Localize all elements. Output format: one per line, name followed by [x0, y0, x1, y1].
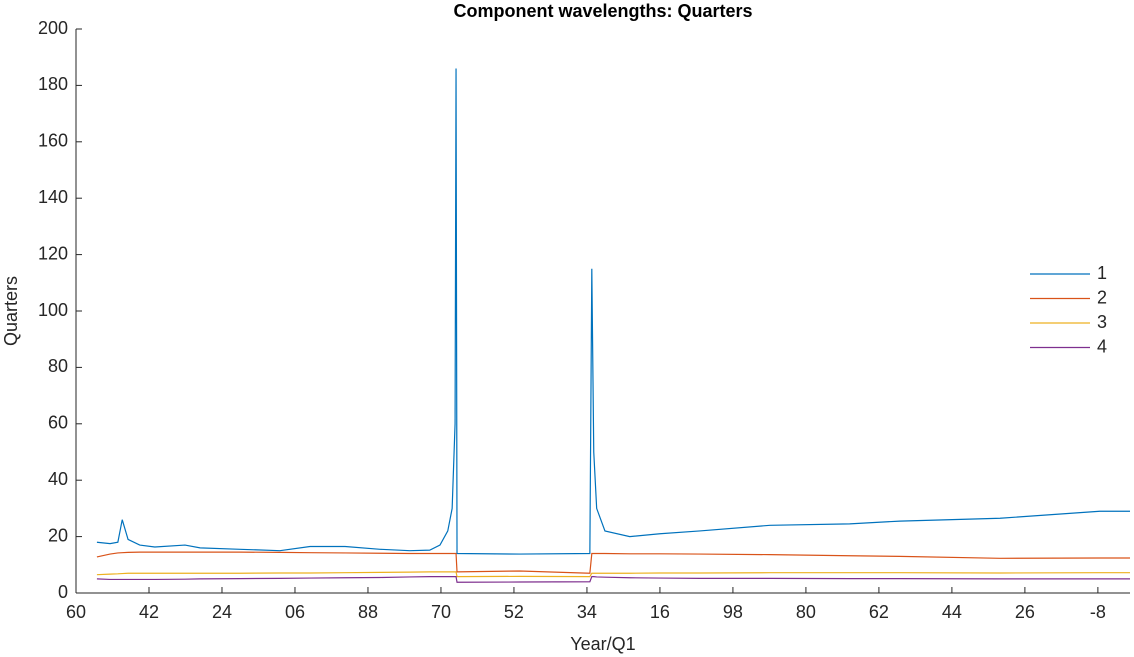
legend-label: 2	[1097, 287, 1107, 307]
x-tick-label: 52	[504, 602, 524, 622]
x-tick-label: 44	[942, 602, 962, 622]
x-tick-label: 24	[212, 602, 232, 622]
x-tick-label: 42	[139, 602, 159, 622]
legend-label: 1	[1097, 263, 1107, 283]
y-tick-label: 120	[38, 243, 68, 263]
y-tick-label: 200	[38, 18, 68, 38]
legend-label: 4	[1097, 336, 1107, 356]
y-tick-label: 140	[38, 187, 68, 207]
y-tick-label: 0	[58, 582, 68, 602]
x-tick-label: 98	[723, 602, 743, 622]
x-tick-label: 62	[869, 602, 889, 622]
legend-label: 3	[1097, 312, 1107, 332]
y-tick-label: 40	[48, 469, 68, 489]
x-tick-label: 34	[577, 602, 597, 622]
y-tick-label: 20	[48, 525, 68, 545]
y-tick-label: 180	[38, 74, 68, 94]
series-line	[96, 68, 1130, 555]
y-tick-label: 100	[38, 300, 68, 320]
x-tick-label: 26	[1015, 602, 1035, 622]
x-tick-label: -8	[1090, 602, 1106, 622]
x-axis-label: Year/Q1	[570, 634, 635, 654]
y-tick-label: 60	[48, 413, 68, 433]
y-tick-label: 160	[38, 131, 68, 151]
y-axis-label: Quarters	[1, 276, 21, 346]
chart-title: Component wavelengths: Quarters	[453, 1, 752, 21]
series-line	[96, 571, 1130, 578]
y-tick-label: 80	[48, 356, 68, 376]
x-tick-label: 06	[285, 602, 305, 622]
x-tick-label: 16	[650, 602, 670, 622]
series-line	[96, 576, 1130, 583]
x-tick-label: 70	[431, 602, 451, 622]
x-tick-label: 88	[358, 602, 378, 622]
series-line	[96, 551, 1130, 574]
x-tick-label: 60	[66, 602, 86, 622]
x-tick-label: 80	[796, 602, 816, 622]
